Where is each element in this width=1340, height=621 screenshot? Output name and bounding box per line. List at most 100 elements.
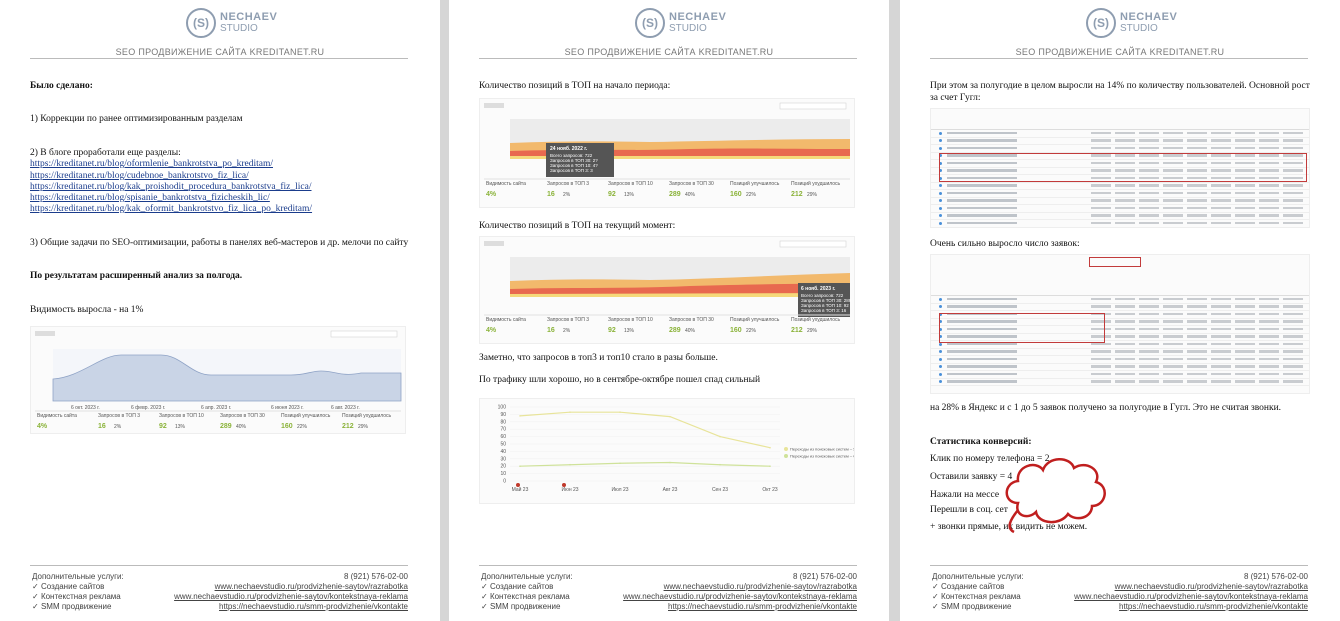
footer-label: Дополнительные услуги: (481, 572, 573, 581)
metric-value: 160 (730, 327, 742, 334)
row-cell (1115, 335, 1135, 338)
footer-phone[interactable]: 8 (921) 576-02-00 (792, 572, 857, 581)
row-cell (1211, 184, 1231, 187)
footer-link[interactable]: www.nechaevstudio.ru/prodvizhenie-saytov… (214, 582, 408, 591)
blog-link[interactable]: https://kreditanet.ru/blog/kak_oformit_b… (30, 204, 313, 214)
footer-phone[interactable]: 8 (921) 576-02-00 (343, 572, 408, 581)
metric-label: Видимость сайта (37, 412, 77, 419)
row-cell (1139, 327, 1159, 330)
metric-label: Позиций ухудшилось (791, 316, 841, 323)
table-row (931, 296, 1309, 304)
row-cell (1283, 320, 1303, 323)
row-cell (1235, 297, 1255, 300)
row-color-icon (939, 221, 942, 225)
row-cell (1115, 206, 1135, 209)
row-cell (1259, 335, 1279, 338)
row-cell (1235, 372, 1255, 375)
row-cell (1091, 131, 1111, 134)
highlight-box (939, 153, 1307, 182)
row-cell (1139, 380, 1159, 383)
footer-link[interactable]: www.nechaevstudio.ru/prodvizhenie-saytov… (1074, 592, 1308, 601)
row-cell (1115, 372, 1135, 375)
row-cell (1211, 154, 1231, 157)
table-row (931, 364, 1309, 371)
data-point (719, 435, 721, 438)
footer-link[interactable]: www.nechaevstudio.ru/prodvizhenie-saytov… (663, 582, 857, 591)
blog-link[interactable]: https://kreditanet.ru/blog/oformlenie_ba… (30, 159, 273, 169)
row-cell (1163, 161, 1183, 164)
row-cell (1115, 342, 1135, 345)
row-cell (1211, 312, 1231, 315)
row-cell (1187, 146, 1207, 149)
row-color-icon (939, 305, 942, 308)
tooltip-line: Запросов в ТОП 10: 92 (801, 303, 849, 308)
footer-link[interactable]: https://nechaevstudio.ru/smm-prodvizheni… (219, 602, 408, 611)
top-now-chart-screenshot: 6 нояб. 2023 г. Всего запросов: 722 Запр… (479, 236, 855, 344)
row-color-icon (939, 372, 942, 376)
data-point (669, 461, 671, 464)
metric-percent: 2% (563, 192, 571, 198)
table-row (931, 190, 1309, 198)
row-cell (1211, 335, 1231, 338)
blog-link[interactable]: https://kreditanet.ru/blog/spisanie_bank… (30, 193, 270, 203)
row-cell (1235, 350, 1255, 353)
row-cell (1187, 131, 1207, 134)
metric-percent: 40% (236, 424, 247, 430)
logo-mark-icon: (S) (635, 8, 665, 38)
metric-label: Запросов в ТОП 10 (159, 413, 204, 419)
check-icon: ✓ (32, 582, 39, 591)
row-cell (1091, 335, 1111, 338)
row-color-icon (939, 335, 942, 338)
row-label (947, 357, 1017, 360)
blog-link[interactable]: https://kreditanet.ru/blog/kak_proishodi… (30, 182, 312, 192)
row-cell (1259, 154, 1279, 157)
footer-link[interactable]: https://nechaevstudio.ru/smm-prodvizheni… (1119, 602, 1308, 611)
metric-percent: 40% (685, 192, 696, 198)
row-cell (1211, 327, 1231, 330)
row-label (947, 327, 1017, 330)
done-title: Было сделано: (30, 81, 93, 91)
tooltip-line: Запросов в ТОП 30: 2? (550, 158, 598, 163)
table-row (931, 160, 1309, 168)
row-cell (1139, 146, 1159, 149)
row-cell (1259, 357, 1279, 360)
row-cell (1115, 214, 1135, 217)
row-color-icon (939, 342, 942, 346)
footer-link[interactable]: www.nechaevstudio.ru/prodvizhenie-saytov… (174, 592, 408, 601)
footer-service: Создание сайтов (940, 582, 1005, 591)
row-cell (1139, 297, 1159, 300)
row-cell (1163, 131, 1183, 134)
footer-phone[interactable]: 8 (921) 576-02-00 (1243, 572, 1308, 581)
row-cell (1091, 297, 1111, 300)
row-cell (1163, 199, 1183, 202)
table-row (931, 153, 1309, 160)
note-traffic: По трафику шли хорошо, но в сентябре-окт… (479, 375, 761, 385)
row-cell (1211, 372, 1231, 375)
footer-link[interactable]: https://nechaevstudio.ru/smm-prodvizheni… (668, 602, 857, 611)
metric-value: 4% (486, 327, 497, 334)
row-cell (1139, 320, 1159, 323)
row-cell (1139, 169, 1159, 172)
footer-link[interactable]: www.nechaevstudio.ru/prodvizhenie-saytov… (623, 592, 857, 601)
table-row (931, 341, 1309, 349)
row-label (947, 350, 1017, 353)
row-cell (1091, 169, 1111, 172)
table-row (931, 175, 1309, 183)
metric-value: 160 (281, 423, 293, 430)
row-cell (1115, 176, 1135, 179)
row-cell (1139, 221, 1159, 224)
row-cell (1115, 131, 1135, 134)
metric-label: Позиций ухудшилось (342, 412, 392, 419)
blog-link[interactable]: https://kreditanet.ru/blog/cudebnoe_bank… (30, 171, 249, 181)
row-cell (1115, 312, 1135, 315)
row-color-icon (939, 154, 942, 157)
row-cell (1283, 146, 1303, 149)
stats-line: Перешли в соц. сет (930, 505, 1008, 515)
row-cell (1283, 154, 1303, 157)
row-label (947, 184, 1017, 187)
row-cell (1235, 161, 1255, 164)
series-line (519, 411, 771, 449)
footer-link[interactable]: www.nechaevstudio.ru/prodvizhenie-saytov… (1114, 582, 1308, 591)
row-cell (1283, 184, 1303, 187)
